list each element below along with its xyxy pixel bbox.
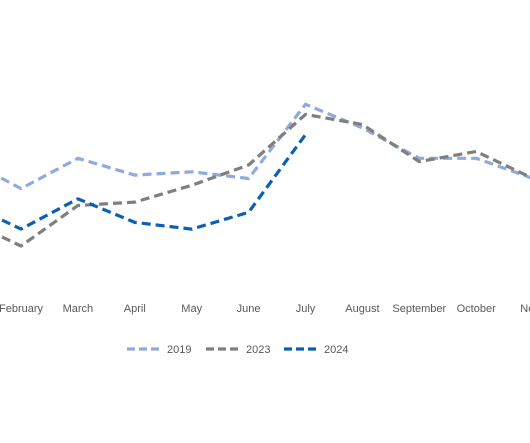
series-lines <box>0 102 530 248</box>
series-line-2019 <box>0 102 530 191</box>
legend-label-2023: 2023 <box>246 344 270 356</box>
legend: 2019 2023 2024 <box>127 344 348 356</box>
x-tick-label: June <box>237 303 261 315</box>
x-tick-label: March <box>63 303 94 315</box>
x-axis-ticks: February March April May June July August Septe… <box>0 303 530 315</box>
x-tick-label: April <box>124 303 146 315</box>
x-tick-label: August <box>345 303 379 315</box>
legend-label-2024: 2024 <box>324 344 348 356</box>
x-tick-label: October <box>457 303 496 315</box>
series-line-2023 <box>0 112 530 248</box>
x-tick-label: February <box>0 303 44 315</box>
x-tick-label: Nove <box>520 303 530 315</box>
legend-label-2019: 2019 <box>167 344 191 356</box>
x-tick-label: September <box>392 303 446 315</box>
x-tick-label: July <box>296 303 316 315</box>
x-tick-label: May <box>181 303 202 315</box>
series-line-2024 <box>0 133 307 231</box>
